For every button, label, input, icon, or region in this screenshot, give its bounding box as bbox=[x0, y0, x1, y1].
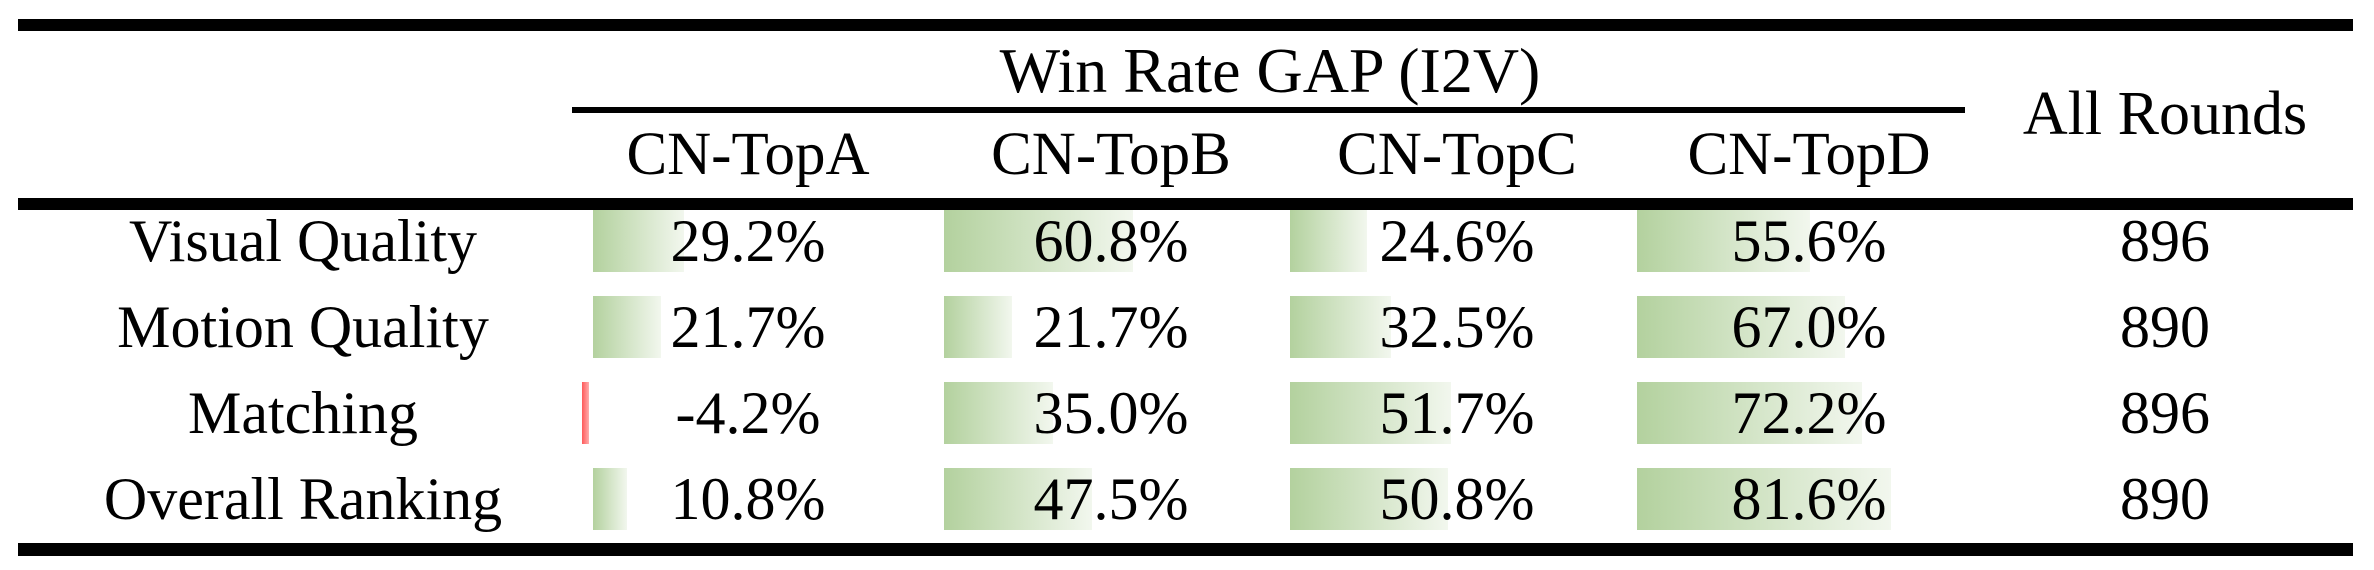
group-header-underline-rule bbox=[572, 107, 1965, 113]
data-bar bbox=[1290, 382, 1451, 444]
all-rounds-value: 896 bbox=[2120, 380, 2210, 446]
row-label-visual-quality: Visual Quality bbox=[128, 208, 478, 274]
value-cell: 21.7% bbox=[670, 294, 826, 360]
value-cell: 60.8% bbox=[1033, 208, 1189, 274]
data-bar bbox=[1637, 210, 1810, 272]
value-cell: 67.0% bbox=[1731, 294, 1887, 360]
value-cell: 72.2% bbox=[1731, 380, 1887, 446]
data-bar bbox=[944, 468, 1092, 530]
col-header-cn-topc: CN-TopC bbox=[1337, 121, 1577, 188]
value-cell: 55.6% bbox=[1731, 208, 1887, 274]
col-header-all-rounds: All Rounds bbox=[2022, 80, 2308, 148]
data-bar bbox=[1290, 296, 1392, 358]
col-header-cn-topb: CN-TopB bbox=[991, 121, 1231, 188]
table-bottom-rule bbox=[18, 543, 2353, 556]
data-bar bbox=[944, 296, 1012, 358]
data-bar bbox=[1290, 210, 1367, 272]
value-cell: 32.5% bbox=[1379, 294, 1535, 360]
data-bar-negative bbox=[582, 382, 589, 444]
row-label-matching: Matching bbox=[188, 380, 418, 446]
value-cell: -4.2% bbox=[675, 380, 821, 446]
data-bar bbox=[1637, 468, 1891, 530]
all-rounds-value: 896 bbox=[2120, 208, 2210, 274]
col-header-cn-topa: CN-TopA bbox=[626, 121, 870, 188]
row-label-overall-ranking: Overall Ranking bbox=[103, 466, 503, 532]
header-bottom-rule bbox=[18, 198, 2353, 210]
data-bar bbox=[1290, 468, 1448, 530]
all-rounds-value: 890 bbox=[2120, 294, 2210, 360]
value-cell: 81.6% bbox=[1731, 466, 1887, 532]
value-cell: 21.7% bbox=[1033, 294, 1189, 360]
value-cell: 51.7% bbox=[1379, 380, 1535, 446]
value-cell: 10.8% bbox=[670, 466, 826, 532]
data-bar bbox=[944, 382, 1053, 444]
col-header-cn-topd: CN-TopD bbox=[1687, 121, 1931, 188]
data-bar bbox=[944, 210, 1134, 272]
all-rounds-value: 890 bbox=[2120, 466, 2210, 532]
data-bar bbox=[593, 468, 627, 530]
group-header-win-rate-gap: Win Rate GAP (I2V) bbox=[999, 35, 1541, 106]
value-cell: 47.5% bbox=[1033, 466, 1189, 532]
data-bar bbox=[1637, 382, 1862, 444]
row-label-motion-quality: Motion Quality bbox=[117, 294, 489, 360]
data-bar bbox=[593, 210, 684, 272]
data-bar bbox=[593, 296, 661, 358]
value-cell: 35.0% bbox=[1033, 380, 1189, 446]
value-cell: 24.6% bbox=[1379, 208, 1535, 274]
value-cell: 50.8% bbox=[1379, 466, 1535, 532]
table-top-rule bbox=[18, 19, 2353, 31]
data-bar bbox=[1637, 296, 1846, 358]
value-cell: 29.2% bbox=[670, 208, 826, 274]
